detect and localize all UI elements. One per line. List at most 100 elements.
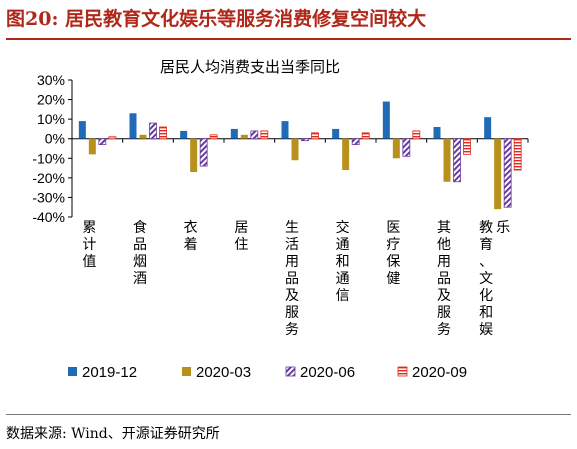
bar-chart: 居民人均消费支出当季同比 30% 20% 10% 0% -10% -20% -30% -40%… — [32, 58, 529, 381]
bar-2020-09-交通和通信 — [361, 132, 370, 140]
category-label-char: 生 — [285, 220, 299, 236]
category-label-char: 酒 — [133, 271, 147, 287]
bar-2020-06-生活用品及服务 — [301, 138, 309, 142]
bar-2020-06-食品烟酒 — [149, 122, 157, 140]
category-label-char: 、 — [479, 254, 493, 270]
category-label-char: 育 — [479, 237, 493, 253]
category-label-char: 烟 — [133, 254, 147, 270]
category-label-char: 务 — [285, 322, 299, 338]
category-label-char: 化 — [479, 288, 493, 304]
bar-2020-09-累计值 — [108, 136, 117, 140]
category-label: 累计值 — [82, 220, 96, 270]
legend-swatch — [397, 366, 408, 377]
bar-2020-09-食品烟酒 — [159, 126, 167, 140]
bar-2020-03-累计值 — [88, 138, 96, 155]
category-label-char: 用 — [437, 254, 451, 270]
category-label-char: 疗 — [386, 237, 400, 253]
bar-2020-03-居住 — [240, 134, 248, 139]
bar-2020-03-衣着 — [190, 138, 198, 172]
category-label-char: 累 — [82, 220, 96, 236]
legend-item: 2020-06 — [285, 364, 355, 381]
source-note: 数据来源: Wind、开源证券研究所 — [6, 426, 220, 442]
y-tick-label: 30% — [37, 72, 65, 88]
bar-2019-12-教育、文化和娱乐 — [484, 117, 492, 139]
bar-2020-06-教育、文化和娱乐 — [503, 138, 512, 208]
title-rule — [6, 38, 571, 40]
bars — [78, 101, 522, 210]
y-tick-label: -20% — [32, 170, 65, 186]
legend-item: 2019-12 — [68, 364, 137, 381]
bar-2019-12-医疗保健 — [382, 101, 390, 139]
category-label-char: 值 — [82, 254, 96, 270]
category-label-char: 务 — [437, 322, 451, 338]
category-label-char: 衣 — [184, 220, 198, 236]
bar-2020-09-衣着 — [209, 134, 218, 140]
category-label-char: 居 — [234, 220, 248, 236]
chart-title: 居民人均消费支出当季同比 — [160, 58, 340, 76]
category-label-char: 交 — [336, 219, 350, 236]
bar-2020-09-医疗保健 — [412, 130, 421, 140]
category-label-char: 教 — [479, 220, 493, 236]
y-tick-label: -10% — [32, 150, 65, 166]
bar-2020-09-生活用品及服务 — [311, 132, 319, 140]
category-label-char: 着 — [184, 237, 198, 253]
bar-2019-12-累计值 — [78, 121, 86, 139]
bar-2020-06-交通和通信 — [351, 138, 360, 145]
category-label-char: 活 — [285, 237, 299, 253]
bar-2020-03-医疗保健 — [392, 138, 400, 159]
category-label-char: 和 — [479, 305, 493, 321]
category-label-char: 他 — [437, 237, 451, 253]
category-label-char: 品 — [285, 271, 299, 287]
bar-2020-06-医疗保健 — [402, 138, 411, 157]
bar-2020-06-其他用品及服务 — [453, 138, 461, 183]
bar-2019-12-其他用品及服务 — [433, 126, 441, 139]
category-label-char: 信 — [336, 288, 350, 304]
legend-label: 2019-12 — [82, 364, 137, 381]
bar-2020-09-教育、文化和娱乐 — [513, 138, 522, 171]
category-label-char: 计 — [82, 237, 96, 253]
bar-2020-03-食品烟酒 — [139, 134, 147, 139]
legend-item: 2020-03 — [182, 364, 251, 381]
category-label: 居住 — [234, 220, 248, 253]
category-label-char: 娱 — [479, 322, 493, 338]
category-label-char: 和 — [336, 254, 350, 270]
legend-swatch — [182, 367, 191, 376]
bar-2019-12-食品烟酒 — [129, 113, 137, 139]
legend-label: 2020-03 — [196, 364, 251, 381]
category-label-char: 品 — [437, 271, 451, 287]
bar-2020-06-衣着 — [199, 138, 208, 167]
category-label-char: 及 — [285, 288, 299, 304]
category-label-char: 用 — [285, 254, 299, 270]
category-label-char: 住 — [234, 237, 248, 253]
category-label-char: 文 — [479, 271, 493, 287]
category-label-char: 健 — [386, 271, 400, 287]
category-label-char: 服 — [437, 305, 451, 321]
legend-label: 2020-06 — [300, 364, 355, 381]
bar-2019-12-居住 — [230, 128, 238, 139]
source-rule — [6, 414, 571, 415]
bar-2019-12-衣着 — [180, 130, 188, 139]
category-label-char: 服 — [285, 305, 299, 321]
bar-2020-09-居住 — [260, 130, 269, 140]
legend-item: 2020-09 — [397, 364, 467, 381]
legend-label: 2020-09 — [412, 364, 467, 381]
category-label-char: 及 — [437, 288, 451, 304]
category-labels: 累计值食品烟酒衣着居住生活用品及服务交通和通信医疗保健其他用品及服务教育、文化和… — [82, 219, 510, 338]
bar-2020-03-生活用品及服务 — [291, 138, 299, 161]
category-label-char: 保 — [386, 254, 400, 270]
y-tick-label: -30% — [32, 189, 65, 205]
legend-swatch — [285, 366, 296, 377]
bar-2020-03-教育、文化和娱乐 — [494, 138, 502, 210]
bar-2020-06-累计值 — [98, 138, 107, 145]
y-tick-label: -40% — [32, 209, 65, 225]
y-tick-label: 0% — [45, 131, 65, 147]
category-label-char: 医 — [386, 220, 400, 236]
category-label-char: 通 — [336, 271, 350, 287]
category-label-char: 乐 — [496, 220, 510, 236]
bar-2019-12-生活用品及服务 — [281, 121, 289, 139]
